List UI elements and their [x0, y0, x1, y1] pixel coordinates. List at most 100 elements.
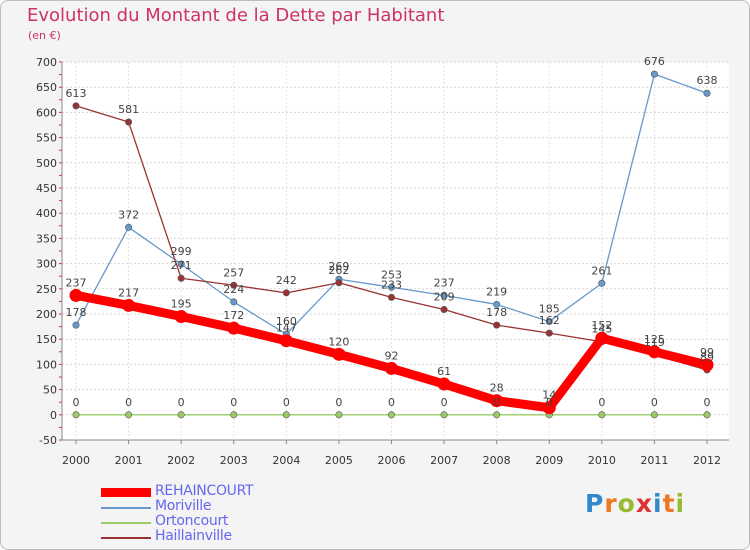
y-tick-label: 50 [43, 384, 57, 397]
x-tick-label: 2001 [115, 454, 143, 467]
data-point [387, 293, 395, 301]
logo-letter: i [675, 489, 686, 518]
y-tick-label: 500 [36, 157, 57, 170]
data-point [230, 281, 238, 289]
data-point [177, 274, 185, 282]
data-point [650, 411, 658, 419]
data-point [598, 279, 606, 287]
data-point [385, 361, 398, 375]
data-point [230, 298, 238, 306]
data-label: 147 [276, 322, 297, 335]
data-label: 676 [644, 55, 665, 68]
data-label: 120 [328, 335, 349, 348]
logo-letter: x [635, 489, 653, 518]
data-point [122, 298, 136, 312]
data-point [440, 411, 448, 419]
data-label: 119 [644, 336, 665, 349]
data-label: 224 [223, 283, 244, 296]
data-point [332, 347, 346, 361]
legend-swatch [101, 488, 151, 497]
data-point [493, 411, 501, 419]
data-label: 195 [171, 298, 192, 311]
data-point [69, 288, 83, 302]
data-point [490, 394, 504, 408]
data-label: 372 [118, 208, 139, 221]
legend-label: REHAINCOURT [155, 483, 254, 499]
data-label: 0 [388, 396, 395, 409]
x-tick-label: 2009 [535, 454, 563, 467]
y-tick-label: 350 [36, 232, 57, 245]
data-point [177, 411, 185, 419]
data-label: 89 [700, 351, 714, 364]
data-label: 162 [539, 314, 560, 327]
unit-label: (en €) [28, 29, 61, 42]
y-tick-label: 0 [50, 409, 57, 422]
data-point [703, 89, 711, 97]
x-tick-label: 2008 [483, 454, 511, 467]
data-point [700, 358, 714, 372]
x-tick-label: 2007 [430, 454, 458, 467]
data-label: 61 [437, 365, 451, 378]
data-label: 271 [171, 259, 192, 272]
data-label: 0 [598, 396, 605, 409]
data-point [493, 321, 501, 329]
x-tick-label: 2000 [62, 454, 90, 467]
y-tick-label: 450 [36, 182, 57, 195]
data-label: 178 [66, 306, 87, 319]
data-point [230, 411, 238, 419]
logo-letter: o [617, 489, 636, 518]
data-label: 99 [700, 346, 714, 359]
y-tick-label: 150 [36, 333, 57, 346]
data-label: 152 [591, 319, 612, 332]
data-point [279, 334, 293, 348]
data-point [72, 411, 80, 419]
legend-swatch [101, 537, 151, 539]
data-label: 237 [434, 276, 455, 289]
x-tick-label: 2005 [325, 454, 353, 467]
y-tick-label: -50 [39, 434, 57, 447]
data-label: 0 [546, 396, 553, 409]
y-tick-label: 250 [36, 283, 57, 296]
data-label: 0 [651, 396, 658, 409]
data-label: 613 [66, 87, 87, 100]
y-tick-label: 600 [36, 106, 57, 119]
legend-swatch [101, 522, 151, 524]
data-point [125, 223, 133, 231]
data-point [440, 291, 448, 299]
legend-label: Haillainville [155, 528, 232, 544]
data-point [125, 411, 133, 419]
data-label: 185 [539, 303, 560, 316]
data-label: 0 [230, 396, 237, 409]
x-tick-label: 2006 [378, 454, 406, 467]
proxiti-logo: Proxiti [585, 489, 685, 518]
data-point [72, 102, 80, 110]
data-point [125, 118, 133, 126]
data-label: 0 [335, 396, 342, 409]
data-label: 269 [328, 260, 349, 273]
legend-label: Ortoncourt [155, 513, 229, 529]
logo-letter: i [653, 489, 663, 518]
logo-letter: r [604, 489, 618, 518]
plot-area [62, 62, 729, 440]
data-label: 262 [328, 264, 349, 277]
y-tick-label: 650 [36, 81, 57, 94]
data-point [598, 411, 606, 419]
y-tick-label: 300 [36, 258, 57, 271]
x-tick-label: 2012 [693, 454, 721, 467]
data-point [282, 289, 290, 297]
data-point [177, 260, 185, 268]
data-label: 219 [486, 285, 507, 298]
x-tick-label: 2011 [640, 454, 668, 467]
data-point [437, 377, 451, 391]
data-point [493, 300, 501, 308]
data-label: 261 [591, 264, 612, 277]
data-point [335, 279, 343, 287]
data-point [545, 329, 553, 337]
y-tick-label: 550 [36, 132, 57, 145]
data-point [387, 283, 395, 291]
data-label: 178 [486, 306, 507, 319]
data-label: 0 [441, 396, 448, 409]
data-label: 14 [542, 389, 556, 402]
